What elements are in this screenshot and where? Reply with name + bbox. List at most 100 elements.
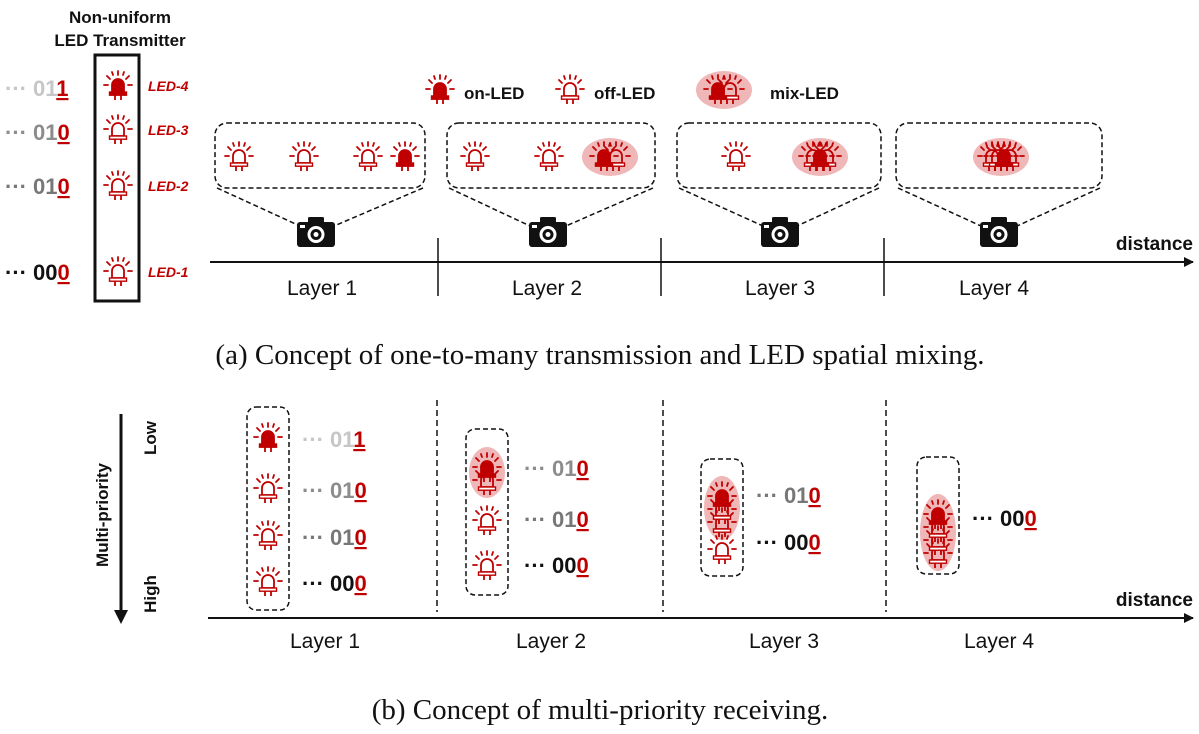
- led-label: LED-2: [148, 178, 189, 194]
- mix-led-icon: [792, 138, 848, 176]
- code-text: ··· 000: [5, 260, 70, 285]
- view-box: [446, 122, 656, 189]
- layer4-receive: ··· 000: [916, 456, 1037, 575]
- layer-label: Layer 3: [749, 630, 819, 653]
- led-off-icon: [707, 534, 737, 564]
- led-off-icon: [289, 141, 319, 171]
- led-off-icon: [353, 141, 383, 171]
- mix-led-icon: [973, 138, 1029, 176]
- receive-box: [916, 456, 960, 575]
- legend: on-LED off-LED mix-LED: [425, 71, 839, 109]
- code-text: ··· 010: [5, 120, 70, 145]
- layer-label: Layer 4: [959, 277, 1029, 300]
- code-text: ··· 010: [524, 456, 589, 481]
- view-line: [448, 187, 531, 227]
- code-text: ··· 000: [302, 571, 367, 596]
- led-label: LED-4: [148, 78, 189, 94]
- view-line: [796, 187, 880, 227]
- code-text: ··· 000: [756, 530, 821, 555]
- led-off-icon: [103, 170, 133, 200]
- transmitter-title-line2: LED Transmitter: [54, 31, 186, 50]
- layer-label: Layer 2: [516, 630, 586, 653]
- low-label: Low: [141, 420, 160, 455]
- camera-icon: [761, 217, 799, 247]
- led-on-icon: [103, 70, 133, 100]
- led-label: LED-1: [148, 264, 189, 280]
- code-text: ··· 010: [5, 174, 70, 199]
- receive-box: [700, 458, 744, 577]
- legend-off-led-icon: [555, 74, 585, 104]
- led-off-icon: [460, 141, 490, 171]
- panel-b: Multi-priority Low High ··· 011 ··· 010 ··…: [93, 400, 1194, 726]
- camera-icon: [980, 217, 1018, 247]
- led-off-icon: [103, 256, 133, 286]
- layer-label: Layer 3: [745, 277, 815, 300]
- layer-label: Layer 1: [287, 277, 357, 300]
- mix-led-icon: [704, 476, 740, 540]
- view-box: [214, 122, 426, 189]
- layer3-receive: ··· 010 ··· 000: [700, 458, 821, 577]
- view-line: [897, 187, 982, 227]
- led-label: LED-3: [148, 122, 189, 138]
- priority-label: Multi-priority: [93, 463, 112, 567]
- code-text: ··· 010: [302, 478, 367, 503]
- caption-a: (a) Concept of one-to-many transmission …: [215, 339, 984, 371]
- transmitter-title-line1: Non-uniform: [69, 8, 171, 27]
- led-off-icon: [472, 550, 502, 580]
- layer2-view: [446, 122, 656, 247]
- layer2-receive: ··· 010 ··· 010 ··· 000: [465, 428, 589, 596]
- code-text: ··· 010: [302, 525, 367, 550]
- receive-box: [246, 406, 290, 611]
- distance-label: distance: [1116, 234, 1193, 255]
- code-text: ··· 011: [5, 76, 69, 101]
- led-off-icon: [253, 520, 283, 550]
- legend-mix-led-icon: [696, 71, 752, 109]
- view-line: [216, 187, 301, 227]
- view-line: [678, 187, 764, 227]
- led-on-icon: [253, 422, 283, 452]
- code-text: ··· 010: [756, 483, 821, 508]
- code-text: ··· 010: [524, 507, 589, 532]
- view-line: [1016, 187, 1101, 227]
- transmitter-row-led4: ··· 011 LED-4: [5, 70, 189, 101]
- priority-arrow-head: [114, 610, 128, 624]
- transmitter-row-led3: ··· 010 LED-3: [5, 114, 189, 145]
- led-off-icon: [472, 505, 502, 535]
- mix-led-icon: [582, 138, 638, 176]
- receive-box: [465, 428, 509, 596]
- led-off-icon: [721, 141, 751, 171]
- distance-label: distance: [1116, 590, 1193, 611]
- panel-a: Non-uniform LED Transmitter ··· 011 LED-4…: [5, 8, 1194, 371]
- led-off-icon: [534, 141, 564, 171]
- code-text: ··· 000: [524, 553, 589, 578]
- code-text: ··· 011: [302, 427, 366, 452]
- view-line: [333, 187, 424, 227]
- led-off-icon: [224, 141, 254, 171]
- led-on-icon: [390, 141, 420, 171]
- view-box: [676, 122, 882, 189]
- code-text: ··· 000: [972, 506, 1037, 531]
- view-line: [565, 187, 654, 227]
- camera-icon: [529, 217, 567, 247]
- transmitter-row-led2: ··· 010 LED-2: [5, 170, 189, 200]
- layer-label: Layer 1: [290, 630, 360, 653]
- legend-on-label: on-LED: [464, 84, 524, 103]
- legend-on-led-icon: [425, 74, 455, 104]
- transmitter-row-led1: ··· 000 LED-1: [5, 256, 189, 286]
- layer-label: Layer 2: [512, 277, 582, 300]
- led-off-icon: [253, 473, 283, 503]
- mix-led-icon: [469, 447, 505, 498]
- layer4-view: [895, 122, 1103, 247]
- camera-icon: [297, 217, 335, 247]
- layer1-receive: ··· 011 ··· 010 ··· 010 ··· 000: [246, 406, 367, 611]
- transmitter-box: [93, 53, 141, 303]
- caption-b: (b) Concept of multi-priority receiving.: [372, 694, 829, 726]
- legend-mix-label: mix-LED: [770, 84, 839, 103]
- legend-off-label: off-LED: [594, 84, 655, 103]
- high-label: High: [141, 575, 160, 613]
- view-box: [895, 122, 1103, 189]
- led-off-icon: [253, 566, 283, 596]
- layer3-view: [676, 122, 882, 247]
- led-off-icon: [103, 114, 133, 144]
